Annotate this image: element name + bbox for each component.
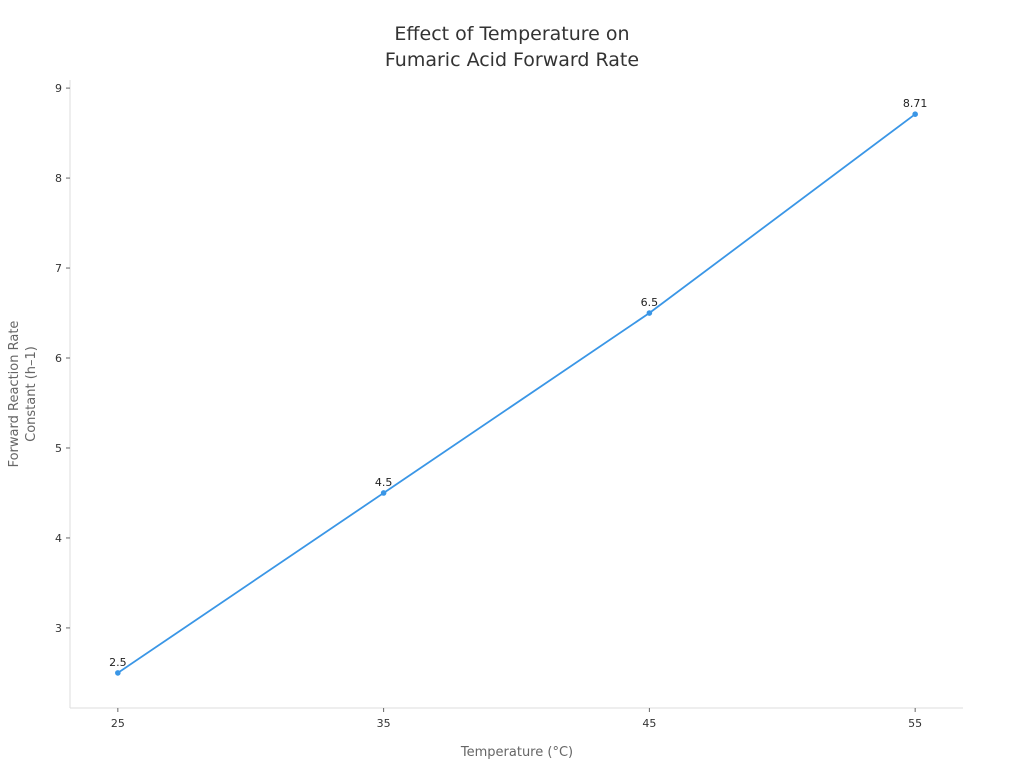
x-tick-label: 35 bbox=[377, 717, 391, 730]
series-line bbox=[117, 113, 916, 674]
y-tick-label: 3 bbox=[55, 622, 62, 635]
y-axis-label-line-1: Forward Reaction Rate bbox=[7, 321, 22, 468]
data-point bbox=[912, 111, 918, 117]
data-point bbox=[646, 310, 653, 316]
data-point bbox=[380, 490, 387, 496]
y-tick-label: 4 bbox=[55, 532, 62, 545]
chart-title-line-2: Fumaric Acid Forward Rate bbox=[385, 49, 639, 71]
data-label: 2.5 bbox=[109, 656, 127, 669]
x-tick-label: 45 bbox=[642, 717, 656, 730]
x-tick-label: 55 bbox=[908, 717, 922, 730]
data-point bbox=[115, 670, 121, 676]
y-tick-label: 7 bbox=[55, 262, 62, 275]
y-tick-label: 6 bbox=[55, 352, 62, 365]
data-label: 6.5 bbox=[641, 296, 659, 309]
y-axis-label-line-2: Constant (h–1) bbox=[24, 346, 39, 442]
data-label: 8.71 bbox=[903, 97, 928, 110]
data-label: 4.5 bbox=[375, 476, 393, 489]
chart-title-line-1: Effect of Temperature on bbox=[394, 23, 629, 45]
x-axis-label: Temperature (°C) bbox=[460, 745, 573, 760]
y-tick-label: 9 bbox=[55, 82, 62, 95]
y-tick-label: 8 bbox=[55, 172, 62, 185]
y-tick-label: 5 bbox=[55, 442, 62, 455]
x-tick-label: 25 bbox=[111, 717, 125, 730]
